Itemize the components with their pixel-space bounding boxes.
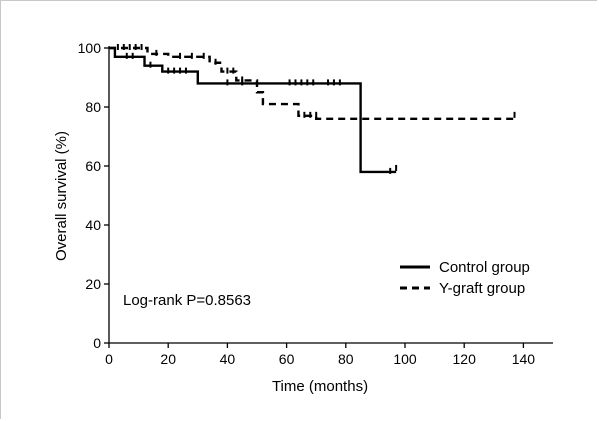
x-tick-label: 140 (512, 351, 536, 367)
y-ticks: 0 20 40 60 80 100 (78, 40, 109, 351)
x-tick-label: 100 (393, 351, 417, 367)
legend-label-control: Control group (439, 259, 530, 276)
legend: Control group Y-graft group (400, 259, 530, 297)
y-tick-label: 0 (93, 335, 101, 351)
y-tick-label: 60 (85, 158, 101, 174)
x-tick-label: 40 (220, 351, 236, 367)
x-tick-label: 120 (453, 351, 477, 367)
legend-label-ygraft: Y-graft group (439, 280, 525, 297)
y-tick-label: 20 (85, 276, 101, 292)
x-axis-title: Time (months) (272, 378, 368, 395)
x-tick-label: 80 (338, 351, 354, 367)
x-tick-label: 0 (105, 351, 113, 367)
y-tick-label: 80 (85, 99, 101, 115)
x-ticks: 0 20 40 60 80 100 120 140 (105, 343, 535, 367)
series-line-control (109, 46, 397, 174)
x-tick-label: 20 (160, 351, 176, 367)
y-tick-label: 100 (78, 40, 102, 56)
log-rank-annotation: Log-rank P=0.8563 (123, 292, 251, 309)
axes (108, 46, 553, 344)
series-layer (109, 44, 516, 174)
series-line-ygraft (109, 46, 515, 120)
x-tick-label: 60 (279, 351, 295, 367)
y-axis-title: Overall survival (%) (53, 131, 70, 261)
y-tick-label: 40 (85, 217, 101, 233)
